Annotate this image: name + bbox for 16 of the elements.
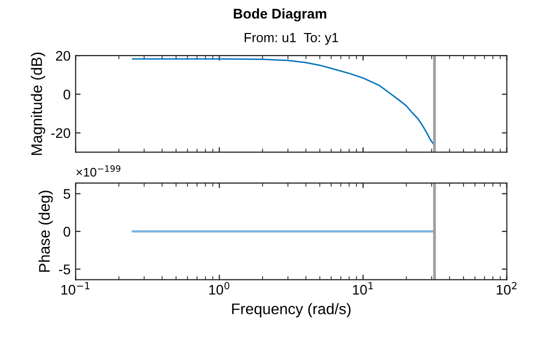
chart-title: Bode Diagram: [234, 8, 326, 22]
y-axis-title: Phase (deg): [38, 190, 53, 272]
y-tick-label: -5: [59, 264, 70, 274]
x-tick-label: 10$^{0}$: [209, 282, 230, 295]
y-tick-label: -20: [51, 128, 70, 138]
y-axis-title: Magnitude (dB): [30, 52, 46, 155]
x-tick-label: 10$^{1}$: [353, 282, 373, 295]
x-tick-label: 10$^{2}$: [496, 282, 516, 295]
text: ×10$^{−199}$: [76, 165, 120, 177]
y-tick-label: 5: [64, 189, 70, 199]
chart-subtitle: From: u1 To: y1: [244, 33, 338, 45]
y-tick-label: 0: [64, 90, 70, 100]
y-tick-label: 20: [56, 50, 70, 61]
x-axis-title: Frequency (rad/s): [232, 303, 351, 318]
x-tick-label: 10$^{−1}$: [61, 282, 90, 295]
y-tick-label: 0: [64, 226, 70, 237]
